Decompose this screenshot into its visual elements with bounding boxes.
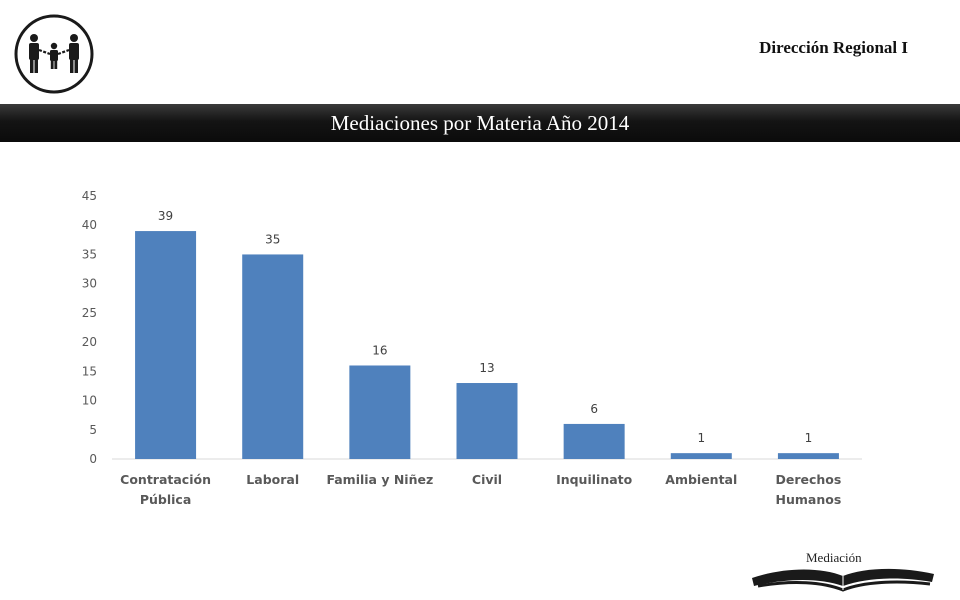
- data-label: 39: [158, 209, 173, 223]
- category-label: Derechos: [776, 472, 842, 487]
- data-label: 6: [590, 402, 598, 416]
- category-label: Contratación: [120, 472, 211, 487]
- y-tick-label: 25: [82, 306, 97, 320]
- bar: [456, 383, 518, 459]
- region-name: Dirección Regional I: [759, 38, 908, 57]
- bar: [349, 365, 411, 459]
- data-label: 13: [479, 361, 494, 375]
- category-label: Inquilinato: [556, 472, 633, 487]
- y-tick-label: 5: [89, 423, 97, 437]
- data-label: 1: [697, 431, 705, 445]
- category-label: Familia y Niñez: [326, 472, 433, 487]
- data-label: 35: [265, 232, 280, 246]
- data-label: 1: [805, 431, 813, 445]
- chart-title: Mediaciones por Materia Año 2014: [330, 111, 630, 135]
- bar: [563, 423, 625, 459]
- bar: [670, 453, 732, 459]
- y-tick-label: 20: [82, 335, 97, 349]
- category-label: Laboral: [246, 472, 299, 487]
- y-tick-label: 15: [82, 364, 97, 378]
- bar: [777, 453, 839, 459]
- bar: [242, 254, 304, 459]
- open-book-icon: [752, 568, 934, 592]
- y-tick-label: 0: [89, 452, 97, 466]
- data-label: 16: [372, 343, 387, 357]
- category-label: Pública: [140, 492, 191, 507]
- footer-label: Mediación: [806, 550, 862, 565]
- y-tick-label: 10: [82, 394, 97, 408]
- y-tick-label: 30: [82, 277, 97, 291]
- title-banner: [0, 104, 960, 142]
- category-label: Civil: [472, 472, 502, 487]
- y-tick-label: 35: [82, 247, 97, 261]
- bar: [135, 231, 197, 459]
- family-mediation-logo-icon: [14, 14, 94, 94]
- y-tick-label: 40: [82, 218, 97, 232]
- y-tick-label: 45: [82, 189, 97, 203]
- category-label: Humanos: [776, 492, 842, 507]
- category-label: Ambiental: [665, 472, 737, 487]
